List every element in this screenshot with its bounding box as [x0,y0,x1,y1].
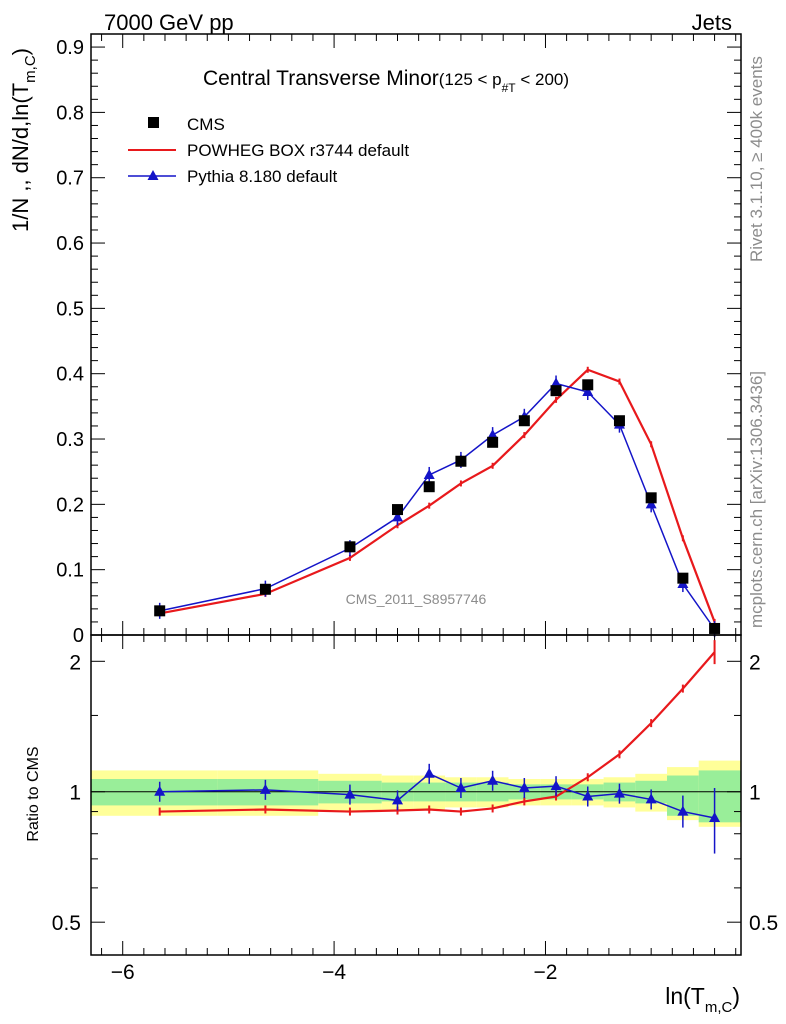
pythia-point [423,468,435,479]
legend-label-pythia: Pythia 8.180 default [187,167,338,186]
main-ylabel-end: ) [8,48,33,55]
ratio-pythia-point [423,767,435,778]
ratio-ytick-label-right: 0.5 [749,912,778,935]
cms-point [487,436,499,448]
ratio-pythia-point [613,787,625,798]
chart-title-subsub: #T [502,81,517,95]
pythia-point [550,377,562,388]
main-axes: 0 0.1 0.2 0.3 0.4 0.5 0.6 0.7 0.8 0.9 [56,34,741,647]
cms-point [677,572,689,584]
ratio-pythia-point [455,782,467,793]
ratio-pythia-point [518,782,530,793]
pythia-line [159,382,716,630]
cms-point [613,415,625,427]
main-ytick-label: 0.9 [56,37,84,59]
pythia-point [392,511,404,522]
ratio-xlabel: ln(Tm,C) [665,983,740,1016]
main-ylabel-text: 1/N ,, dN/d,ln(T [8,83,33,232]
ratio-band-inner [698,770,741,823]
main-ytick-label: 0.3 [56,429,84,451]
ratio-axes: 0.5 0.5 1 1 2 2 −6 −4 −2 [52,635,778,984]
cms-point [645,492,657,504]
ratio-pythia-point [344,788,356,799]
ratio-pythia-point [154,785,166,796]
ratio-pythia-point [550,780,562,791]
cms-point [259,583,271,595]
ratio-series [154,640,721,854]
ratio-pythia-point [487,774,499,785]
ratio-xtick-label: −2 [533,961,557,984]
cms-point [518,415,530,427]
ratio-ylabel: Ratio to CMS [25,746,42,841]
ratio-pythia-point [677,805,689,816]
cms-point [455,455,467,467]
ratio-ytick-label: 2 [69,651,81,674]
pythia-point [645,498,657,509]
ratio-pythia-point [709,811,721,822]
ratio-powheg-line [159,651,716,813]
main-ytick-label: 0.7 [56,168,84,190]
ratio-frame [90,634,742,956]
cms-point [392,504,404,516]
watermark: CMS_2011_S8957746 [346,591,487,607]
cms-point [709,622,721,634]
ratio-ytick-label: 0.5 [52,912,81,935]
cms-point [344,541,356,553]
ratio-xlabel-sub: m,C [705,999,733,1016]
legend-marker-cms [148,117,159,128]
ratio-band [91,760,741,827]
cms-point [550,385,562,397]
legend-marker-pythia [147,170,159,180]
ratio-pythia-line [159,772,715,819]
chart-title-sub: (125 < p [439,70,502,89]
ratio-ytick-label: 1 [69,782,81,805]
main-panel: 0 0.1 0.2 0.3 0.4 0.5 0.6 0.7 0.8 0.9 Central Tra… [8,33,742,647]
ratio-ytick-label-right: 1 [749,782,761,805]
main-ylabel-sub: m,C [22,55,39,83]
ratio-ytick-label-right: 2 [749,651,761,674]
chart-title-end: < 200) [516,70,569,89]
cms-point [154,605,166,617]
ratio-xlabel-end: ) [732,983,740,1009]
cms-point [423,481,435,493]
main-ytick-label: 0.8 [56,102,84,124]
ratio-xlabel-text: ln(T [665,983,705,1009]
main-ytick-label: 0.5 [56,298,84,320]
main-ytick-label: 0.4 [56,364,84,386]
legend-label-powheg: POWHEG BOX r3744 default [187,141,409,160]
ratio-xtick-label: −6 [111,961,135,984]
ratio-panel: 0.5 0.5 1 1 2 2 −6 −4 −2 Ratio to CMS ln(Tm,C) [25,634,778,1016]
main-ytick-label: 0.2 [56,494,84,516]
chart-title: Central Transverse Minor(125 < p#T < 200… [203,67,569,95]
main-ytick-label: 0.1 [56,560,84,582]
header-left: 7000 GeV pp [104,10,234,35]
pythia-point [582,385,594,396]
ratio-pythia-point [645,793,657,804]
main-ytick-label: 0 [73,625,84,647]
legend-label-cms: CMS [187,115,225,134]
ratio-pythia-point [259,783,271,794]
ratio-pythia-point [392,794,404,805]
powheg-line [159,368,716,623]
main-ylabel: 1/N ,, dN/d,ln(Tm,C) [8,48,39,232]
mcplots-label: mcplots.cern.ch [arXiv:1306.3436] [747,371,766,628]
rivet-label: Rivet 3.1.10, ≥ 400k events [747,56,766,262]
main-ytick-label: 0.6 [56,233,84,255]
chart-title-main: Central Transverse Minor [203,67,439,90]
header-right: Jets [692,10,732,35]
pythia-point [487,429,499,440]
cms-point [582,379,594,391]
main-series [154,366,721,638]
ratio-xtick-label: −4 [322,961,346,984]
legend: CMS POWHEG BOX r3744 default Pythia 8.18… [128,115,409,186]
ratio-pythia-point [582,790,594,801]
